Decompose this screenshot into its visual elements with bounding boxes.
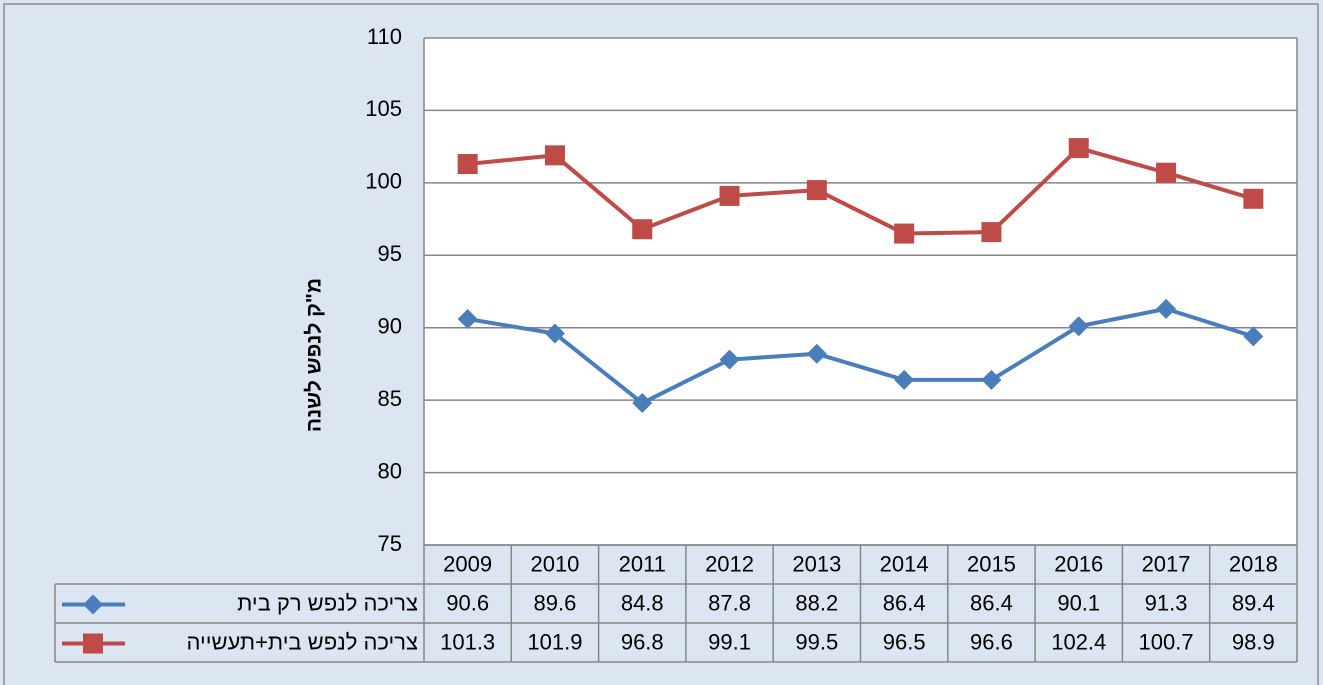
point [632,393,653,414]
table-value: 99.5 [795,629,838,654]
x-tick-label: 2015 [967,551,1016,576]
table-value: 96.8 [621,629,664,654]
legend-marker [83,633,103,654]
x-tick-label: 2018 [1229,551,1278,576]
legend-label: צריכה לנפש בית+תעשייה [187,629,418,654]
table-value: 101.3 [440,629,495,654]
table-value: 88.2 [795,590,838,615]
table-value: 89.6 [534,590,577,615]
table-value: 84.8 [621,590,664,615]
point [1156,162,1177,183]
point [1068,316,1089,337]
point [632,219,653,240]
legend-marker [83,594,103,615]
x-tick-label: 2013 [792,551,841,576]
point [894,223,915,244]
table-value: 96.5 [883,629,926,654]
y-tick-label: 95 [378,241,402,266]
y-tick-label: 100 [365,169,402,194]
y-tick-label: 85 [378,386,402,411]
y-axis-title: מ"ק לנפש לשנה [303,278,326,432]
table-value: 102.4 [1051,629,1106,654]
x-tick-label: 2009 [443,551,492,576]
table-value: 87.8 [708,590,751,615]
table-value: 100.7 [1139,629,1194,654]
point [544,145,565,166]
table-value: 90.6 [446,590,489,615]
point [457,309,478,330]
point [1243,188,1264,209]
y-tick-label: 75 [378,531,402,556]
point [1068,138,1089,159]
x-tick-label: 2017 [1142,551,1191,576]
point [806,343,827,364]
point [981,222,1002,243]
point [1243,326,1264,347]
series-line [467,146,1254,236]
point [806,180,827,201]
point [1156,298,1177,319]
x-tick-label: 2011 [619,551,666,576]
table-value: 90.1 [1057,590,1100,615]
frame [3,3,1319,685]
point [457,154,478,175]
y-tick-label: 90 [378,314,402,339]
point [719,185,740,206]
plot-area [424,38,1297,545]
x-tick-label: 2016 [1054,551,1103,576]
table-value: 96.6 [970,629,1013,654]
table-value: 101.9 [527,629,582,654]
point [719,349,740,370]
y-tick-label: 110 [367,24,402,49]
x-tick-label: 2012 [705,551,754,576]
x-tick-label: 2010 [530,551,579,576]
x-tick-label: 2014 [880,551,929,576]
table-value: 91.3 [1145,590,1188,615]
y-tick-label: 105 [365,96,402,121]
y-tick-label: 80 [378,458,402,483]
table-value: 99.1 [708,629,751,654]
table-value: 86.4 [883,590,926,615]
table-value: 98.9 [1232,629,1275,654]
point [894,369,915,390]
point [544,323,565,344]
point [981,369,1002,390]
series-line [467,306,1254,406]
legend-label: צריכה לנפש רק בית [237,590,418,615]
table-value: 86.4 [970,590,1013,615]
table-value: 89.4 [1232,590,1275,615]
